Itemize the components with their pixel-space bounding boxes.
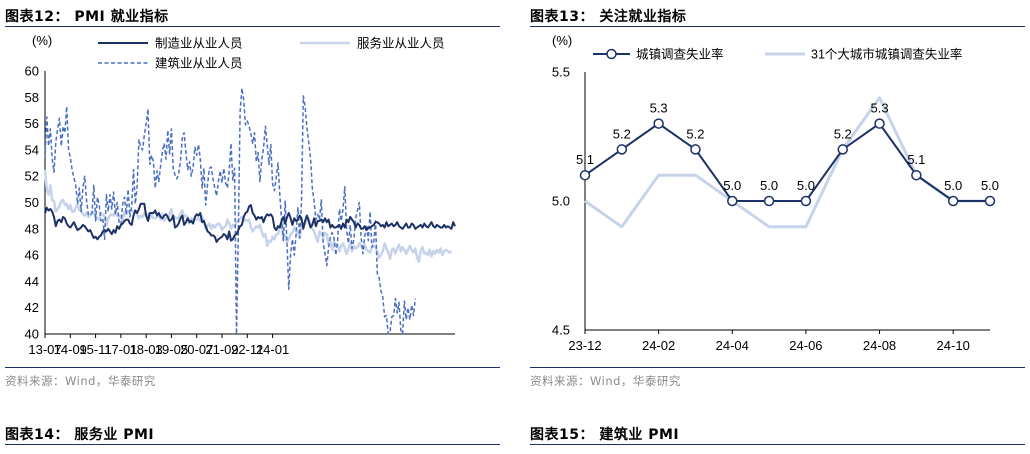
chart13-legend-marker bbox=[606, 48, 617, 60]
chart12-y-tick-label: 60 bbox=[25, 64, 39, 79]
chart13-y-tick-label: 4.5 bbox=[552, 323, 570, 338]
chart12-title: 图表12： PMI 就业指标 bbox=[5, 9, 169, 25]
chart12-top-rule bbox=[5, 26, 500, 27]
chart13-source: 资料来源：Wind，华泰研究 bbox=[530, 374, 681, 388]
chart13-data-label: 5.2 bbox=[834, 126, 852, 141]
chart13-data-label: 5.0 bbox=[760, 178, 778, 193]
chart12-x-tick-label: 18-03 bbox=[130, 342, 163, 357]
chart13-data-point bbox=[984, 195, 996, 207]
chart13-data-point bbox=[579, 169, 591, 181]
chart12-x-tick-label: 14-09 bbox=[54, 342, 87, 357]
chart13-x-tick-label: 24-04 bbox=[716, 338, 749, 353]
chart12-y-tick-label: 56 bbox=[25, 116, 39, 131]
chart13-y-tick-label: 5.0 bbox=[552, 194, 570, 209]
chart13-data-point bbox=[874, 118, 885, 129]
chart13-data-label: 5.0 bbox=[797, 178, 815, 193]
chart12-y-tick-label: 52 bbox=[25, 169, 39, 184]
chart12-legend-label: 建筑业从业人员 bbox=[155, 56, 243, 71]
chart13-data-point bbox=[763, 195, 775, 207]
chart13-x-tick-label: 23-12 bbox=[568, 338, 601, 353]
chart12-x-tick-label: 19-05 bbox=[155, 342, 188, 357]
chart12-y-tick-label: 50 bbox=[25, 195, 39, 210]
chart14-top-rule bbox=[5, 444, 500, 445]
chart13-data-label: 5.0 bbox=[944, 178, 962, 193]
chart13-unit-label: (%) bbox=[552, 33, 572, 48]
chart12-y-tick-label: 46 bbox=[25, 248, 39, 263]
chart13-legend-label: 31个大城市城镇调查失业率 bbox=[811, 47, 962, 62]
chart12-x-tick-label: 15-11 bbox=[79, 342, 111, 357]
chart13-data-point bbox=[911, 169, 922, 181]
chart12-y-tick-label: 58 bbox=[25, 90, 39, 105]
chart12-y-tick-label: 44 bbox=[25, 274, 39, 289]
chart13-data-label: 5.0 bbox=[723, 178, 741, 193]
chart13-data-point bbox=[727, 195, 738, 207]
chart13-data-point bbox=[837, 144, 848, 155]
chart15-top-rule bbox=[530, 444, 1025, 445]
chart13-data-label: 5.3 bbox=[871, 101, 889, 116]
chart12-series-line-0 bbox=[44, 202, 456, 243]
chart13-series-line-31-cities bbox=[584, 96, 990, 229]
chart13-y-tick-label: 5.5 bbox=[552, 65, 570, 80]
chart12-y-tick-label: 48 bbox=[25, 221, 39, 236]
chart12-source: 资料来源：Wind，华泰研究 bbox=[5, 374, 156, 388]
chart12-y-tick-label: 42 bbox=[25, 300, 39, 315]
chart13-bottom-rule bbox=[530, 367, 1025, 368]
chart13-x-tick-label: 24-06 bbox=[789, 338, 822, 353]
chart13-data-label: 5.3 bbox=[650, 101, 668, 116]
chart13-data-label: 5.1 bbox=[907, 152, 925, 167]
chart13-legend-label: 城镇调查失业率 bbox=[636, 47, 724, 62]
chart13-data-point bbox=[690, 144, 701, 155]
chart13-series-line-urban bbox=[584, 122, 990, 202]
chart12-legend-label: 制造业从业人员 bbox=[155, 37, 243, 51]
chart13-data-point bbox=[800, 195, 812, 207]
chart13-data-label: 5.0 bbox=[981, 178, 999, 193]
chart12-y-tick-label: 54 bbox=[25, 142, 39, 157]
chart13-data-point bbox=[616, 144, 628, 155]
chart12-unit-label: (%) bbox=[32, 33, 52, 48]
chart12-y-tick-label: 40 bbox=[25, 327, 39, 342]
chart13-data-point bbox=[947, 195, 959, 207]
chart12-series-line-2 bbox=[44, 87, 417, 335]
chart12-x-tick-label: 20-07 bbox=[180, 342, 213, 357]
chart14-title: 图表14： 服务业 PMI bbox=[5, 427, 155, 443]
chart13-data-label: 5.1 bbox=[576, 152, 594, 167]
chart12-x-tick-label: 24-01 bbox=[256, 342, 289, 357]
chart13-title: 图表13： 关注就业指标 bbox=[530, 9, 687, 25]
chart12-x-tick-label: 22-11 bbox=[231, 342, 263, 357]
chart12-series-line-1 bbox=[43, 169, 453, 263]
chart13-x-tick-label: 24-10 bbox=[937, 338, 970, 353]
chart12-employment-pmi: (%) 40 42 44 46 48 50 52 54 56 58 60 13-0714-0915-11… bbox=[25, 33, 456, 357]
chart13-unemployment-rate: (%) 4.5 5.0 5.5 23-12 24-02 24-04 24-06 24-08 24-… bbox=[552, 33, 999, 353]
chart13-data-label: 5.2 bbox=[613, 126, 631, 141]
chart12-x-tick-label: 17-01 bbox=[104, 342, 137, 357]
chart13-x-tick-label: 24-02 bbox=[642, 338, 675, 353]
chart13-top-rule bbox=[530, 26, 1025, 27]
chart12-legend-label: 服务业从业人员 bbox=[357, 36, 445, 51]
chart13-data-point bbox=[653, 118, 664, 129]
chart15-title: 图表15： 建筑业 PMI bbox=[530, 427, 680, 443]
chart12-x-tick-label: 13-07 bbox=[28, 342, 61, 357]
chart13-x-tick-label: 24-08 bbox=[863, 338, 896, 353]
chart12-bottom-rule bbox=[5, 367, 500, 368]
chart13-data-label: 5.2 bbox=[686, 126, 704, 141]
chart12-x-tick-label: 21-09 bbox=[205, 342, 238, 357]
